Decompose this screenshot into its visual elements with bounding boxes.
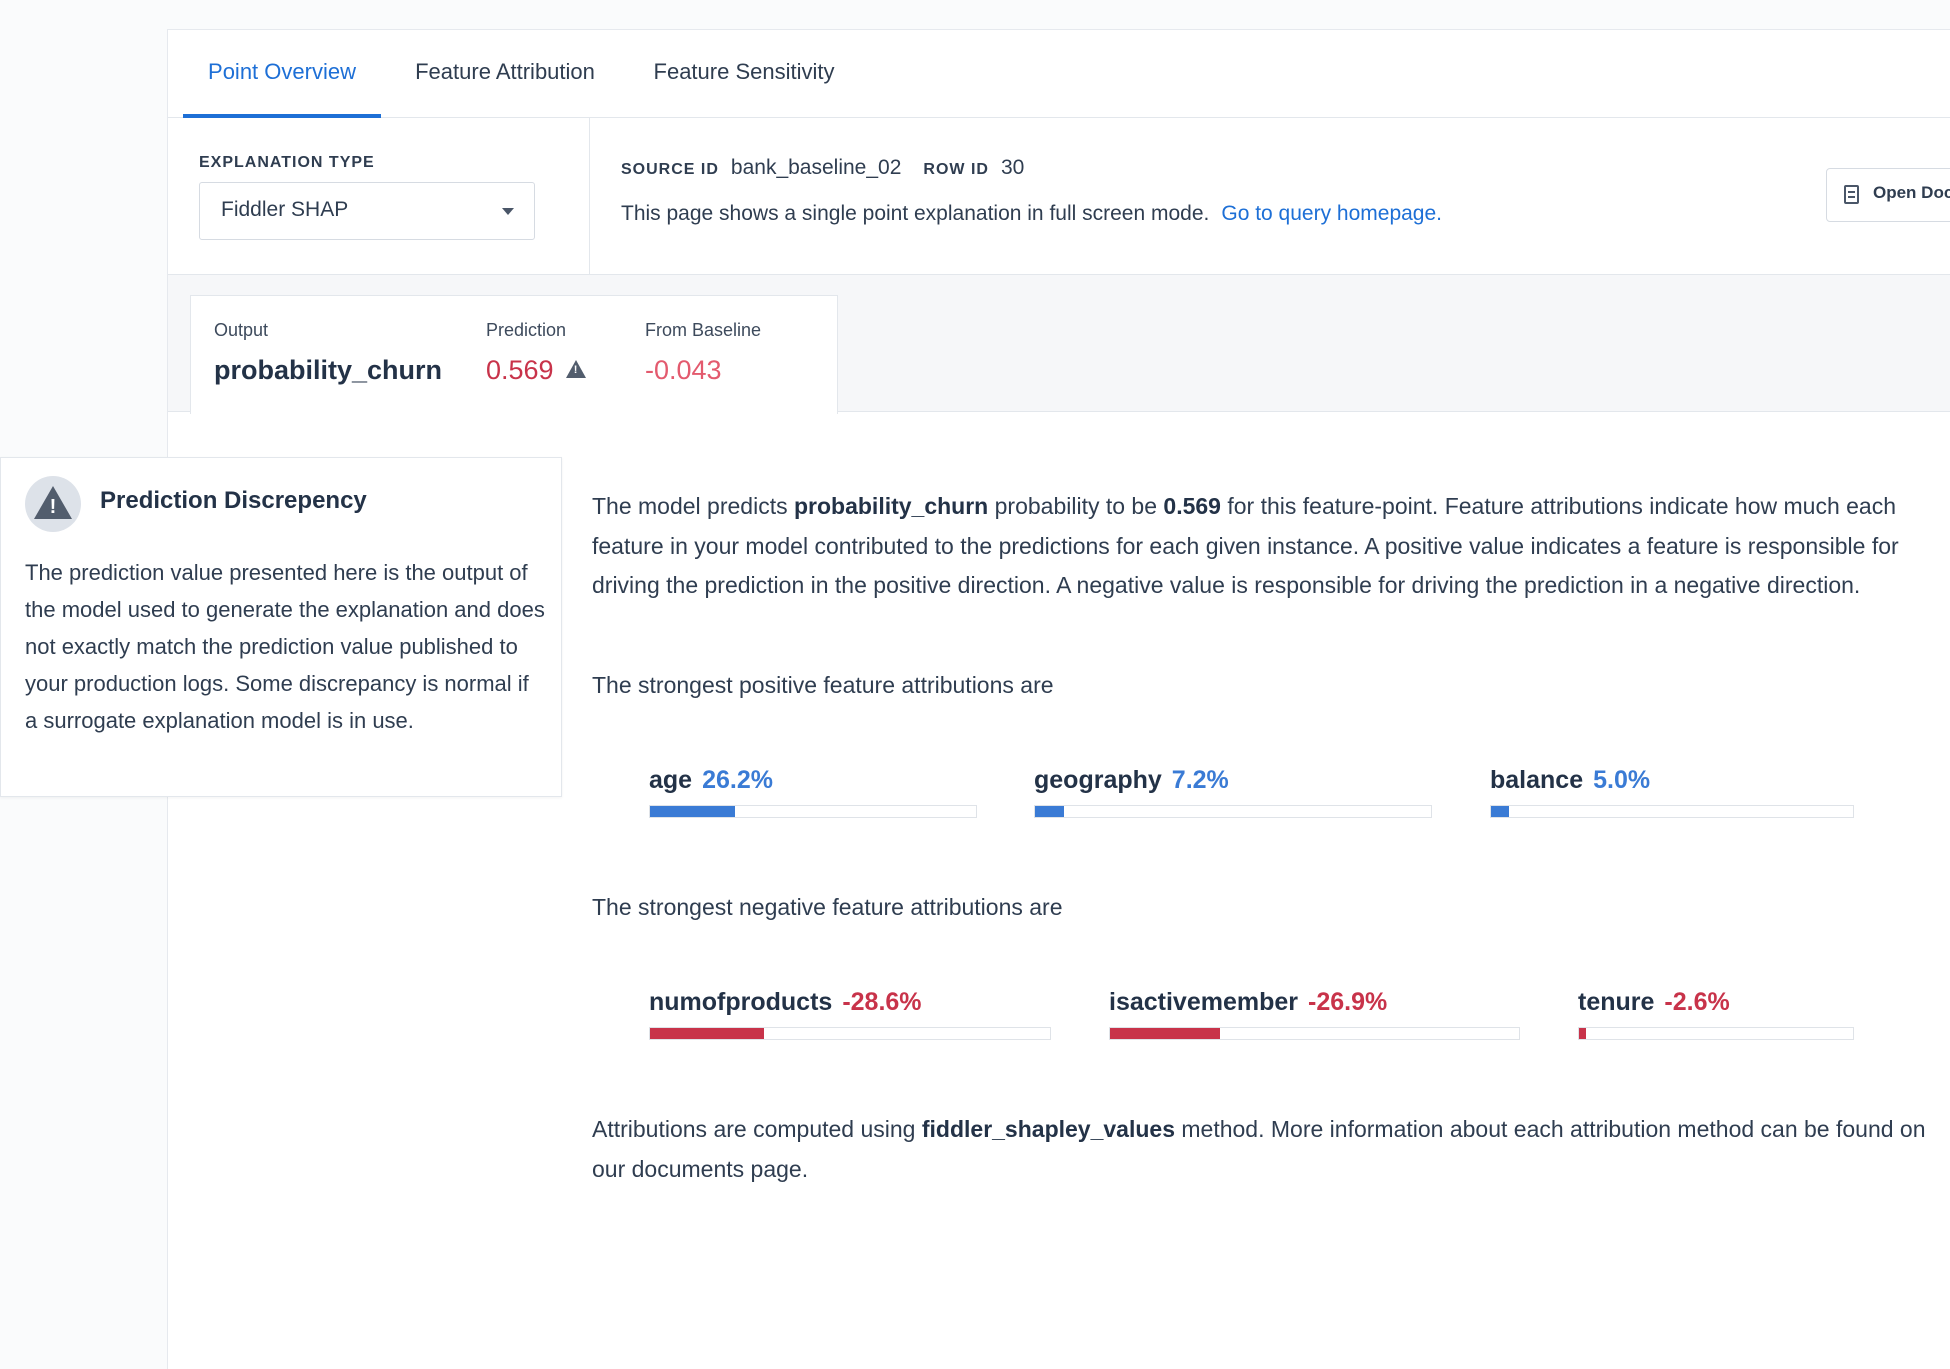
explanation-type-section: EXPLANATION TYPE Fiddler SHAP [168,118,590,274]
prediction-label: Prediction [486,320,567,340]
output-label: Output [214,320,269,340]
method-footnote: Attributions are computed using fiddler_… [592,1110,1932,1189]
attribution-item: age 26.2% [649,761,977,821]
summary-text: for this feature-point. Feature attribut… [592,493,1899,598]
explanation-type-value: Fiddler SHAP [221,198,349,221]
tab-feature-sensitivity[interactable]: Feature Sensitivity [653,59,835,84]
attribution-item: numofproducts -28.6% [649,983,1051,1043]
summary-text: probability to be [988,493,1164,519]
feature-name: balance [1490,766,1584,794]
document-icon [1844,185,1859,204]
tab-bar: Point Overview Feature Attribution Featu… [168,30,1950,118]
attribution-label: balance 5.0% [1490,761,1854,801]
attribution-bar [1578,1027,1854,1040]
attribution-label: isactivemember -26.9% [1109,983,1520,1023]
warning-icon[interactable] [565,360,586,378]
tooltip-title: Prediction Discrepency [100,487,367,514]
attribution-label: numofproducts -28.6% [649,983,1051,1023]
feature-percent: -26.9% [1308,988,1388,1016]
prediction-value-wrap: 0.569 [486,355,586,386]
tooltip-body: The prediction value presented here is t… [25,560,545,733]
attribution-label: geography 7.2% [1034,761,1432,801]
output-metric: Output probability_churn [214,320,442,386]
warning-icon [25,476,81,532]
feature-percent: -28.6% [842,988,922,1016]
prediction-metric: Prediction 0.569 [486,320,586,386]
summary-paragraph: The model predicts probability_churn pro… [592,487,1932,606]
feature-percent: 26.2% [702,766,773,794]
source-id-value: bank_baseline_02 [730,156,902,179]
attribution-bar [649,1027,1051,1040]
attribution-item: balance 5.0% [1490,761,1854,821]
attribution-bar-fill [1579,1028,1587,1039]
attribution-label: tenure -2.6% [1578,983,1854,1023]
output-card: Output probability_churn Prediction 0.56… [190,295,838,414]
negative-heading: The strongest negative feature attributi… [592,894,1063,920]
explanation-type-select[interactable]: Fiddler SHAP [199,182,535,240]
attribution-bar [1490,805,1854,818]
output-value: probability_churn [214,355,443,385]
baseline-label: From Baseline [645,320,762,340]
summary-text: The model predicts [592,493,794,519]
prediction-discrepancy-tooltip: Prediction Discrepency The prediction va… [0,457,562,797]
attribution-item: geography 7.2% [1034,761,1432,821]
feature-name: age [649,766,693,794]
tab-point-overview[interactable]: Point Overview [183,30,381,118]
open-docs-label: Open Docs [1873,183,1950,202]
source-id-label: SOURCE ID [621,161,719,178]
feature-name: numofproducts [649,988,833,1016]
attribution-bar-fill [650,806,736,817]
feature-percent: -2.6% [1664,988,1730,1016]
page-description: This page shows a single point explanati… [621,202,1442,226]
attribution-bar [1109,1027,1520,1040]
feature-percent: 5.0% [1593,766,1651,794]
attribution-bar-fill [650,1028,765,1039]
baseline-value: -0.043 [645,355,722,385]
attribution-bar [1034,805,1432,818]
feature-name: tenure [1578,988,1655,1016]
summary-value: 0.569 [1163,493,1221,519]
open-docs-button[interactable]: Open Docs [1826,168,1950,222]
source-info: SOURCE ID bank_baseline_02 ROW ID 30 [621,156,1024,180]
summary-output: probability_churn [793,493,989,519]
row-id-label: ROW ID [923,161,989,178]
row-id-value: 30 [1000,156,1025,179]
explanation-type-label: EXPLANATION TYPE [199,154,375,171]
attribution-item: isactivemember -26.9% [1109,983,1520,1043]
chevron-down-icon [502,208,514,215]
feature-name: isactivemember [1109,988,1299,1016]
positive-heading: The strongest positive feature attributi… [592,672,1054,698]
footnote-text: method. More information about each attr… [592,1116,1926,1182]
attribution-bar [649,805,977,818]
query-homepage-link[interactable]: Go to query homepage. [1221,202,1443,225]
tab-feature-attribution[interactable]: Feature Attribution [415,59,595,84]
attribution-label: age 26.2% [649,761,977,801]
feature-percent: 7.2% [1171,766,1229,794]
attribution-bar-fill [1035,806,1064,817]
output-strip: Output probability_churn Prediction 0.56… [168,274,1950,414]
feature-name: geography [1034,766,1162,794]
attribution-item: tenure -2.6% [1578,983,1854,1043]
prediction-value: 0.569 [486,355,554,385]
description-text: This page shows a single point explanati… [621,202,1210,225]
baseline-metric: From Baseline -0.043 [645,320,761,386]
attribution-bar-fill [1491,806,1510,817]
attribution-method: fiddler_shapley_values [921,1116,1175,1142]
footnote-text: Attributions are computed using [592,1116,922,1142]
attribution-bar-fill [1110,1028,1221,1039]
